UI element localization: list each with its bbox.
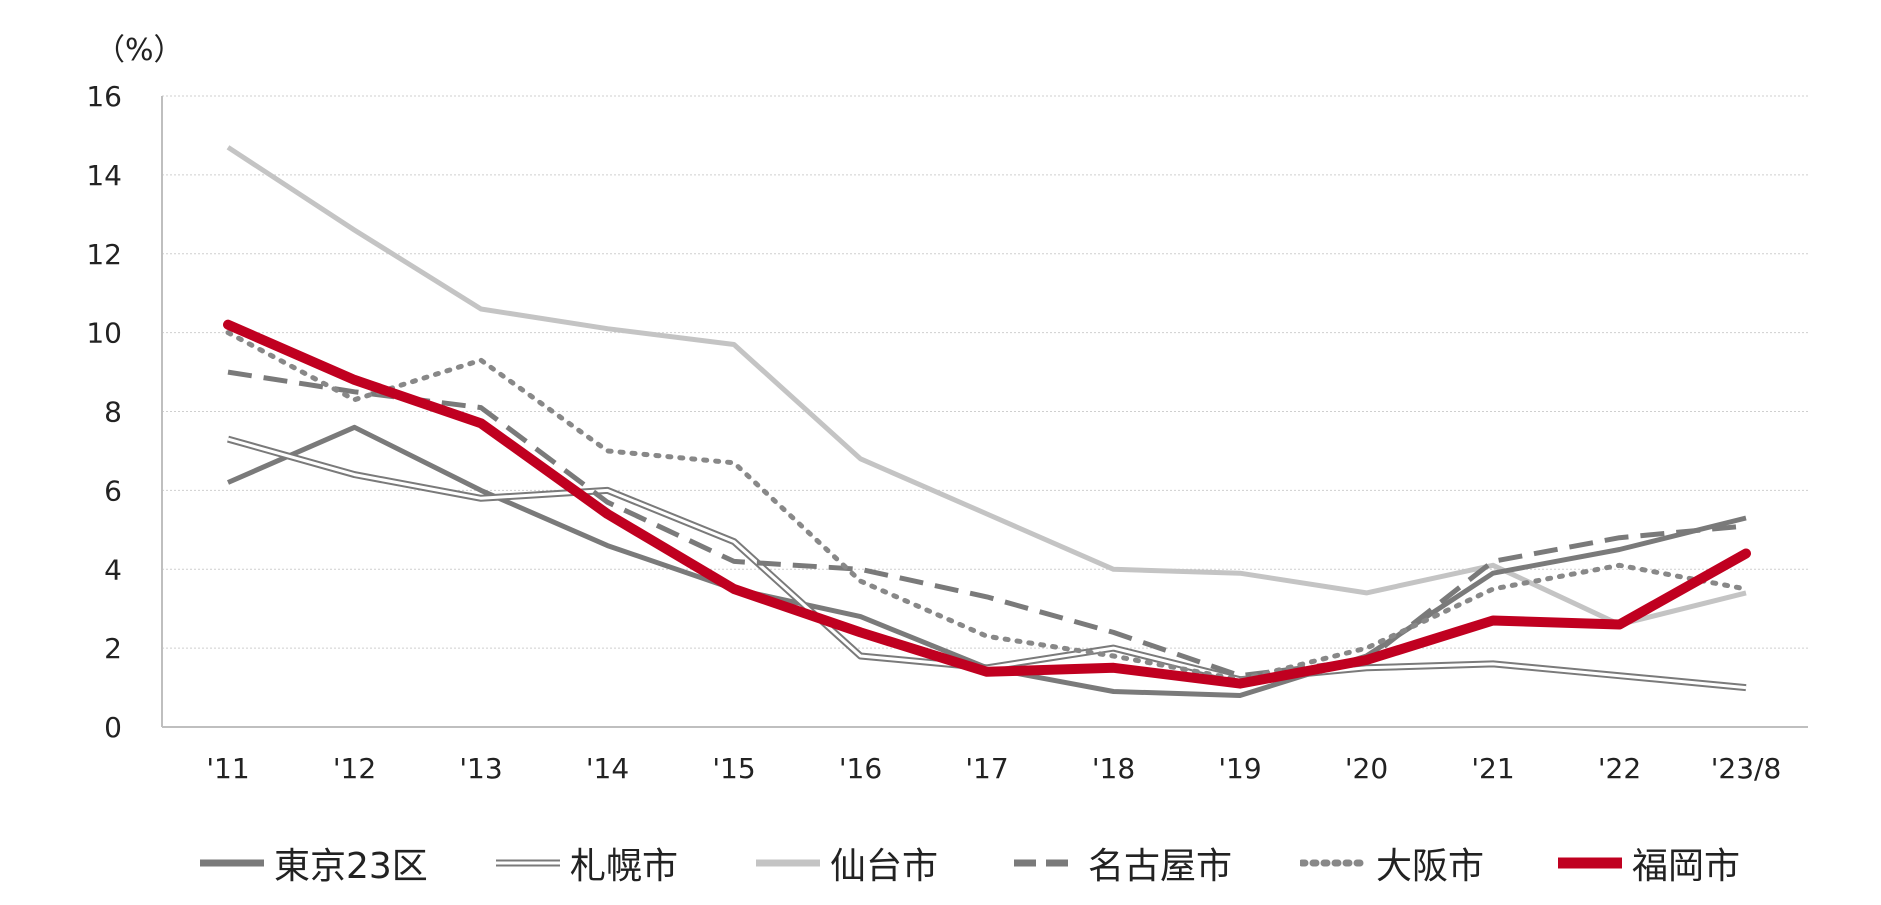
axes [161, 96, 1808, 728]
x-tick-label: '12 [333, 752, 376, 785]
legend-label: 名古屋市 [1088, 846, 1233, 887]
legend-label: 東京23区 [274, 846, 428, 887]
legend-item: 大阪市 [1300, 838, 1484, 888]
y-axis-unit-label: （%） [95, 33, 184, 68]
legend-label: 福岡市 [1632, 846, 1741, 887]
series-line-4 [225, 330, 1749, 683]
legend-item: 東京23区 [198, 838, 428, 888]
y-tick-label: 6 [104, 474, 122, 507]
x-tick-label: '23/8 [1711, 752, 1782, 785]
legend-swatch [756, 859, 820, 867]
y-tick-label: 0 [104, 711, 122, 744]
legend-label: 大阪市 [1376, 846, 1485, 887]
x-tick-label: '22 [1598, 752, 1641, 785]
x-tick-label: '21 [1471, 752, 1514, 785]
y-tick-label: 16 [86, 80, 122, 113]
series-lines [223, 145, 1751, 698]
x-tick-label: '16 [839, 752, 882, 785]
legend: 東京23区 札幌市 仙台市 名古屋市 大阪市 福岡市 [0, 838, 1881, 888]
legend-swatch [1300, 859, 1368, 867]
y-tick-labels: 0 2 4 6 8 10 12 14 16 [86, 80, 122, 744]
legend-item: 名古屋市 [1012, 838, 1232, 888]
x-tick-label: '13 [459, 752, 502, 785]
series-line-0 [227, 424, 1747, 698]
series-line-3 [227, 369, 1747, 679]
legend-swatch [496, 859, 560, 867]
y-tick-label: 10 [86, 317, 122, 350]
legend-label: 仙台市 [830, 846, 939, 887]
x-tick-label: '15 [712, 752, 755, 785]
series-line-2 [226, 145, 1747, 627]
legend-swatch [1014, 859, 1078, 867]
legend-swatch [1558, 857, 1622, 869]
legend-item: 仙台市 [754, 838, 938, 888]
x-tick-label: '19 [1218, 752, 1261, 785]
y-tick-label: 2 [104, 632, 122, 665]
x-tick-label: '17 [965, 752, 1008, 785]
legend-label: 札幌市 [570, 846, 679, 887]
y-tick-label: 4 [104, 553, 122, 586]
y-tick-label: 8 [104, 396, 122, 429]
y-tick-label: 14 [86, 159, 122, 192]
x-tick-label: '11 [206, 752, 249, 785]
gridlines [162, 95, 1808, 649]
x-tick-label: '14 [586, 752, 629, 785]
y-tick-label: 12 [86, 238, 122, 271]
x-tick-label: '20 [1345, 752, 1388, 785]
x-tick-label: '18 [1092, 752, 1135, 785]
series-line-5 [223, 319, 1751, 689]
legend-item: 福岡市 [1556, 838, 1740, 888]
legend-item: 札幌市 [494, 838, 678, 888]
legend-swatch [200, 859, 264, 867]
x-tick-labels: '11 '12 '13 '14 '15 '16 '17 '18 '19 '20 '21 '22 '23/… [206, 752, 1781, 785]
